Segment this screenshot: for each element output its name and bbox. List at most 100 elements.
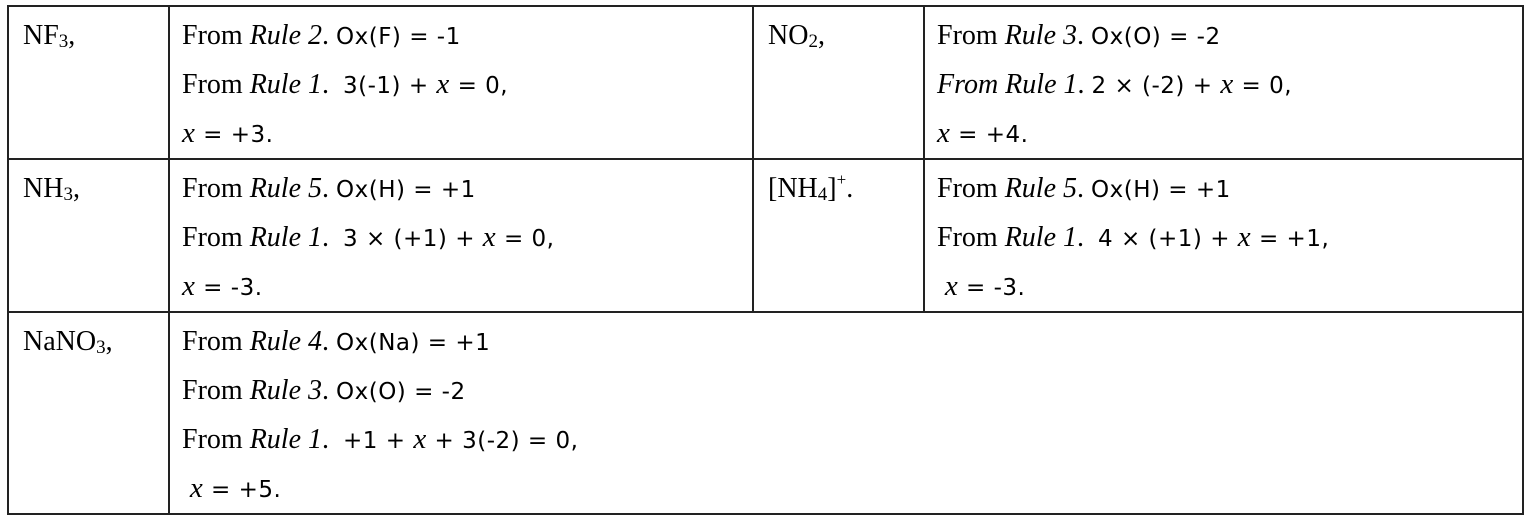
compound-cell: NH3, <box>7 158 170 313</box>
text: . <box>322 222 343 253</box>
math-expression: 3(-1) + x = 0, <box>343 68 509 100</box>
math-expression: 2 × (-2) + x = 0, <box>1091 68 1293 100</box>
math-variable: x <box>182 270 196 302</box>
rule-reference: Rule 3 <box>1004 20 1077 51</box>
math-text <box>182 477 190 503</box>
compound-formula-part: ] <box>827 173 837 204</box>
math-expression: +1 + x + 3(-2) = 0, <box>343 423 579 455</box>
text: . <box>322 326 336 357</box>
rule-reference: Rule 2 <box>249 20 322 51</box>
compound-formula-part: , <box>72 173 80 204</box>
rule-reference: Rule 1 <box>249 222 322 253</box>
math-expression: Ox(H) = +1 <box>336 177 476 203</box>
math-expression: Ox(F) = -1 <box>336 24 461 50</box>
math-text <box>937 275 945 301</box>
math-expression: Ox(O) = -2 <box>1091 24 1221 50</box>
derivation-line: x = +3. <box>182 109 742 158</box>
derivation-cell: From Rule 4. Ox(Na) = +1 From Rule 3. Ox(… <box>168 311 1524 515</box>
compound-formula-part: 2 <box>808 31 818 52</box>
math-text: = +4. <box>950 122 1029 148</box>
compound-formula-part: , <box>817 20 825 51</box>
math-text: + 3(-2) = 0, <box>426 428 579 454</box>
math-expression: Ox(H) = +1 <box>1091 177 1231 203</box>
derivation-cell: From Rule 5. Ox(H) = +1 From Rule 1. 3 × … <box>168 158 754 313</box>
math-expression: 3 × (+1) + x = 0, <box>343 221 555 253</box>
compound-cell: NF3, <box>7 5 170 160</box>
math-expression: x = +4. <box>937 117 1029 149</box>
rule-reference: Rule 1 <box>249 424 322 455</box>
derivation-cell: From Rule 3. Ox(O) = -2 From Rule 1. 2 × … <box>923 5 1524 160</box>
math-expression: x = -3. <box>937 270 1026 302</box>
oxidation-number-table: NF3, From Rule 2. Ox(F) = -1 From Rule 1. … <box>7 5 1524 515</box>
math-variable: x <box>1237 221 1252 253</box>
text: . <box>322 424 343 455</box>
text: From <box>182 173 250 204</box>
math-expression: x = +3. <box>182 117 274 149</box>
text: From <box>182 20 250 51</box>
math-text: 2 × (-2) + <box>1091 73 1221 99</box>
compound-formula-part: . <box>846 173 854 204</box>
compound-formula-part: , <box>105 326 113 357</box>
derivation-line: x = -3. <box>182 262 742 311</box>
rule-reference: Rule 3 <box>249 375 322 406</box>
derivation-line: From Rule 1. 3(-1) + x = 0, <box>182 60 742 109</box>
derivation-line: From Rule 4. Ox(Na) = +1 <box>182 317 1512 366</box>
math-expression: Ox(Na) = +1 <box>336 330 491 356</box>
compound-formula-part: NF <box>23 20 59 51</box>
text: . <box>322 69 343 100</box>
math-text: = 0, <box>449 73 509 99</box>
math-text: = 0, <box>1233 73 1293 99</box>
compound-cell: NO2, <box>752 5 925 160</box>
derivation-line: From Rule 1. 2 × (-2) + x = 0, <box>937 60 1512 109</box>
derivation-line: From Rule 2. Ox(F) = -1 <box>182 11 742 60</box>
text: From <box>182 222 250 253</box>
text: From <box>182 424 250 455</box>
compound-formula-part: 4 <box>817 184 828 205</box>
rule-reference: Rule 1 <box>249 69 322 100</box>
table-row: NH3, From Rule 5. Ox(H) = +1 From Rule 1. … <box>7 158 1524 313</box>
rule-reference: From Rule 1 <box>937 69 1078 100</box>
math-expression: x = -3. <box>182 270 263 302</box>
derivation-line: From Rule 5. Ox(H) = +1 <box>937 164 1512 213</box>
derivation-cell: From Rule 2. Ox(F) = -1 From Rule 1. 3(-1… <box>168 5 754 160</box>
derivation-line: From Rule 1. +1 + x + 3(-2) = 0, <box>182 415 1512 464</box>
math-text: 3(-1) + <box>343 73 437 99</box>
compound-cell: [NH4]+. <box>752 158 925 313</box>
compound-formula-part: NO <box>768 20 809 51</box>
text: . <box>1077 173 1091 204</box>
math-text: 4 × (+1) + <box>1098 226 1238 252</box>
derivation-line: x = +5. <box>182 464 1512 513</box>
text: From <box>937 222 1005 253</box>
derivation-cell: From Rule 5. Ox(H) = +1 From Rule 1. 4 × … <box>923 158 1524 313</box>
derivation-line: From Rule 1. 4 × (+1) + x = +1, <box>937 213 1512 262</box>
math-expression: 4 × (+1) + x = +1, <box>1098 221 1330 253</box>
math-text: = +3. <box>195 122 274 148</box>
derivation-line: x = -3. <box>937 262 1512 311</box>
text: . <box>322 375 336 406</box>
math-variable: x <box>937 117 951 149</box>
text: From <box>182 375 250 406</box>
math-text: = +1, <box>1251 226 1330 252</box>
math-text: = -3. <box>958 275 1026 301</box>
text: . <box>322 20 336 51</box>
text: . <box>1077 222 1098 253</box>
math-expression: Ox(O) = -2 <box>336 379 466 405</box>
math-text: +1 + <box>343 428 414 454</box>
math-text: = -3. <box>195 275 263 301</box>
math-variable: x <box>189 472 204 504</box>
math-text: = +5. <box>203 477 282 503</box>
math-variable: x <box>482 221 497 253</box>
rule-reference: Rule 1 <box>1004 222 1077 253</box>
math-variable: x <box>944 270 959 302</box>
rule-reference: Rule 4 <box>249 326 322 357</box>
text: . <box>322 173 336 204</box>
derivation-line: From Rule 1. 3 × (+1) + x = 0, <box>182 213 742 262</box>
compound-formula-part: NaNO <box>23 326 97 357</box>
compound-formula-part: + <box>836 170 847 189</box>
math-variable: x <box>1220 68 1234 100</box>
compound-formula-part: 3 <box>96 337 106 358</box>
math-variable: x <box>413 423 427 455</box>
math-expression: x = +5. <box>182 472 282 504</box>
text: . <box>1077 20 1091 51</box>
rule-reference: Rule 5 <box>249 173 322 204</box>
